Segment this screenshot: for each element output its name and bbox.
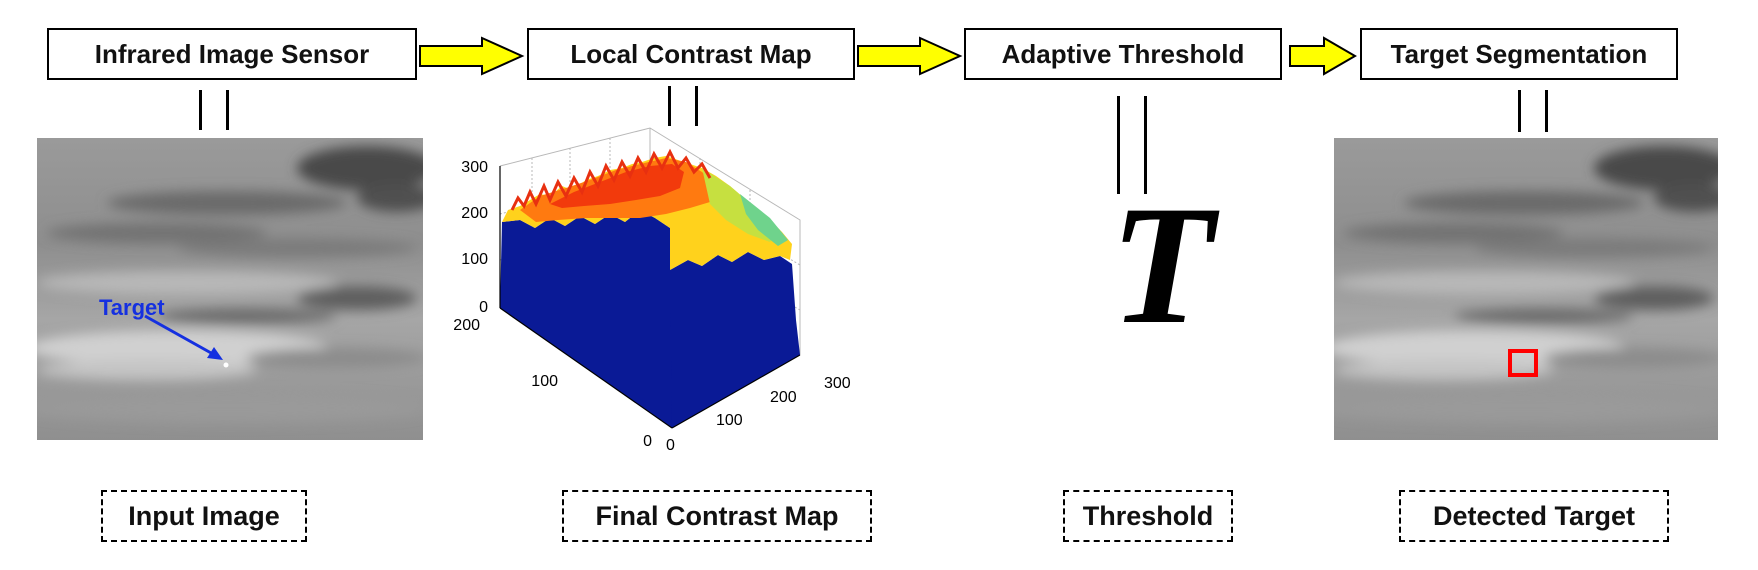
caption-detected-target: Detected Target <box>1399 490 1669 542</box>
connector-lines <box>1518 90 1548 132</box>
caption-threshold: Threshold <box>1063 490 1233 542</box>
z-tick-label: 100 <box>461 251 488 268</box>
stage-label: Adaptive Threshold <box>1001 38 1245 69</box>
y-tick-label: 100 <box>531 373 558 390</box>
flow-arrow-icon <box>1289 36 1357 76</box>
y-tick-label: 200 <box>453 317 480 334</box>
stage-box-local-contrast-map: Local Contrast Map <box>527 28 855 80</box>
caption-input-image: Input Image <box>101 490 307 542</box>
stage-box-infrared-image-sensor: Infrared Image Sensor <box>47 28 417 80</box>
flow-arrow-icon <box>419 36 525 76</box>
stage-label: Local Contrast Map <box>570 38 812 69</box>
stage-label: Target Segmentation <box>1390 38 1648 69</box>
caption-label: Detected Target <box>1432 500 1636 531</box>
x-tick-label: 100 <box>716 412 743 429</box>
stage-box-adaptive-threshold: Adaptive Threshold <box>964 28 1282 80</box>
detection-box <box>1508 349 1538 377</box>
contrast-surface-plot: 300 200 100 0 200 100 0 0 100 200 300 <box>453 127 851 454</box>
connector-lines <box>199 90 229 130</box>
caption-label: Input Image <box>128 500 280 531</box>
caption-label: Threshold <box>1082 500 1214 531</box>
threshold-symbol: T <box>1110 171 1214 359</box>
y-tick-label: 0 <box>643 433 652 450</box>
x-tick-label: 300 <box>824 375 851 392</box>
caption-final-contrast-map: Final Contrast Map <box>562 490 872 542</box>
caption-label: Final Contrast Map <box>595 500 839 531</box>
input-infrared-image <box>37 138 423 440</box>
x-tick-label: 0 <box>666 437 675 454</box>
z-tick-label: 200 <box>461 205 488 222</box>
stage-box-target-segmentation: Target Segmentation <box>1360 28 1678 80</box>
connector-lines <box>668 86 698 126</box>
x-tick-label: 200 <box>770 389 797 406</box>
stage-label: Infrared Image Sensor <box>94 38 370 69</box>
flow-arrow-icon <box>857 36 963 76</box>
z-tick-label: 300 <box>461 159 488 176</box>
target-annotation: Target <box>99 295 165 320</box>
z-tick-label: 0 <box>479 299 488 316</box>
detected-target-image <box>1334 138 1718 440</box>
connector-lines <box>1117 96 1147 194</box>
